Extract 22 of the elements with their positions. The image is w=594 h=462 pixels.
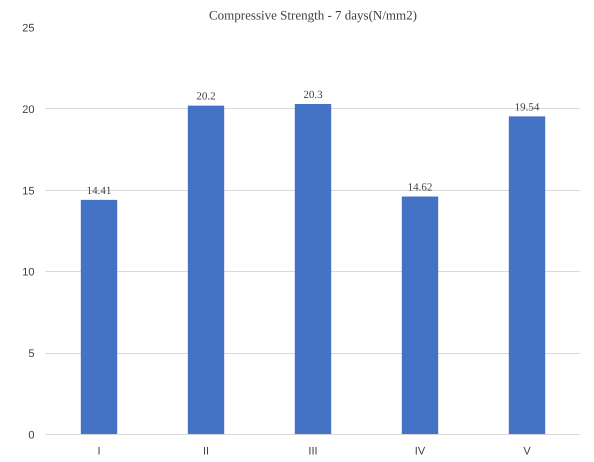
x-tick-label: II [202, 446, 210, 458]
data-label: 19.54 [514, 101, 540, 114]
bar [508, 116, 546, 434]
y-tick-label: 10 [22, 266, 35, 279]
y-tick-label: 0 [28, 430, 35, 442]
bar [188, 106, 224, 434]
data-label: 14.41 [86, 184, 112, 197]
y-tick-label: 25 [22, 22, 35, 34]
chart-title: Compressive Strength - 7 days(N/mm2) [209, 8, 417, 22]
x-tick-label: I [97, 446, 101, 458]
bar [402, 196, 438, 434]
y-tick-label: 5 [28, 348, 35, 360]
y-tick-label: 15 [22, 185, 35, 198]
x-tick-label: V [523, 446, 532, 458]
bar [294, 104, 332, 434]
x-tick-label: IV [414, 446, 426, 458]
x-tick-label: III [308, 446, 318, 458]
data-label: 20.2 [196, 90, 216, 103]
bar [80, 200, 118, 434]
data-label: 20.3 [303, 89, 324, 102]
data-label: 14.62 [408, 181, 432, 194]
y-tick-label: 20 [22, 104, 35, 116]
